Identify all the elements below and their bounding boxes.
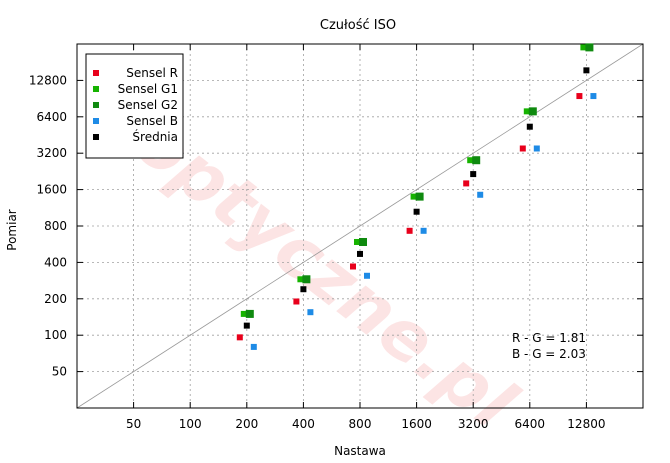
y-tick-label: 800: [44, 219, 67, 233]
grid: [77, 44, 643, 408]
point-sensel-g2: [415, 192, 424, 201]
point-sensel-r: [350, 263, 356, 270]
y-tick-label: 1600: [36, 183, 67, 197]
x-tick-label: 400: [292, 417, 315, 431]
point-sensel-g1: [523, 108, 530, 115]
point-rednia: [357, 250, 363, 257]
point-sensel-r: [236, 334, 243, 341]
point-sensel-g2: [359, 237, 367, 246]
legend-label: Średnia: [132, 129, 178, 144]
point-sensel-g2: [585, 43, 594, 52]
data-points: [236, 43, 597, 350]
legend-label: Sensel R: [126, 66, 178, 80]
y-axis-title: Pomiar: [5, 209, 19, 251]
point-sensel-b: [307, 309, 314, 316]
annotation-b-g: B - G = 2.03: [512, 347, 586, 361]
y-tick-label: 12800: [29, 73, 67, 87]
y-tick-label: 200: [44, 292, 67, 306]
annotation-r-g: R - G = 1.81: [512, 331, 586, 345]
legend-swatch: [93, 118, 99, 124]
point-sensel-r: [293, 298, 300, 305]
x-axis-title: Nastawa: [334, 444, 386, 458]
point-sensel-g1: [354, 238, 360, 245]
point-sensel-b: [533, 145, 540, 152]
x-tick-label: 800: [349, 417, 372, 431]
point-sensel-r: [519, 145, 526, 152]
point-sensel-g2: [245, 309, 254, 318]
legend: Sensel R Sensel G1 Sensel G2 Sensel BŚredni…: [85, 53, 184, 159]
x-tick-label: 200: [235, 417, 258, 431]
x-tick-labels: 50 100 200 400 800 1600 3200 6400 12800: [126, 417, 606, 431]
point-sensel-b: [420, 227, 427, 234]
point-rednia: [413, 208, 420, 215]
point-rednia: [243, 322, 250, 329]
point-rednia: [583, 67, 590, 74]
x-tick-label: 50: [126, 417, 141, 431]
y-tick-label: 6400: [36, 110, 67, 124]
chart-title: Czułość ISO: [320, 18, 396, 33]
point-sensel-b: [250, 343, 257, 350]
legend-label: Sensel B: [126, 114, 178, 128]
axis-ticks: [77, 44, 643, 408]
x-tick-label: 3200: [458, 417, 489, 431]
point-sensel-b: [364, 272, 370, 279]
x-tick-label: 12800: [567, 417, 605, 431]
point-sensel-g1: [580, 44, 587, 51]
y-tick-label: 400: [44, 255, 67, 269]
point-rednia: [470, 171, 477, 178]
point-sensel-r: [406, 227, 413, 234]
legend-box: [85, 53, 184, 159]
legend-swatch: [93, 102, 99, 108]
y-tick-label: 50: [52, 365, 67, 379]
point-sensel-g1: [297, 276, 304, 283]
x-tick-label: 6400: [515, 417, 546, 431]
y-tick-label: 100: [44, 328, 67, 342]
point-rednia: [300, 286, 307, 293]
point-sensel-g1: [467, 157, 474, 164]
x-tick-label: 1600: [401, 417, 432, 431]
y-tick-label: 3200: [36, 146, 67, 160]
x-tick-label: 100: [179, 417, 202, 431]
point-sensel-g1: [240, 310, 247, 317]
point-sensel-b: [477, 191, 484, 198]
legend-swatch: [93, 134, 99, 140]
legend-swatch: [93, 86, 99, 92]
point-sensel-g2: [472, 156, 481, 165]
point-sensel-g1: [410, 193, 417, 200]
legend-label: Sensel G1: [118, 82, 178, 96]
point-sensel-g2: [302, 275, 311, 284]
legend-label: Sensel G2: [118, 98, 178, 112]
y-tick-labels: 50 100 200 400 800 1600 3200 6400 12800: [29, 73, 67, 378]
point-sensel-b: [590, 93, 597, 100]
point-sensel-g2: [528, 107, 537, 116]
point-sensel-r: [463, 180, 470, 187]
reference-line: [76, 43, 644, 409]
point-sensel-r: [576, 93, 583, 100]
legend-swatch: [93, 70, 99, 76]
point-rednia: [526, 123, 533, 130]
